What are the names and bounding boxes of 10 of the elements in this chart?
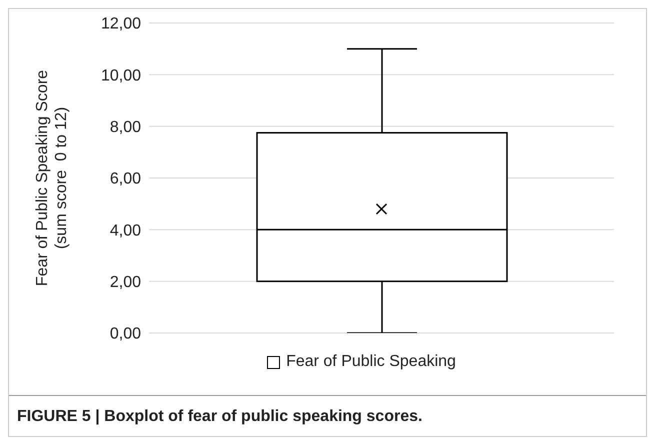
y-tick-label: 8,00	[110, 119, 142, 136]
y-tick-label: 6,00	[110, 170, 142, 188]
y-tick-label: 4,00	[110, 222, 142, 240]
y-axis-title: Fear of Public Speaking Score (sum score 0 to 12)	[34, 70, 70, 286]
y-tick-label: 10,00	[100, 67, 142, 84]
y-tick-label: 0,00	[110, 326, 142, 343]
y-tick-label: 12,00	[100, 16, 142, 33]
caption: FIGURE 5 | Boxplot of fear of public speaking scores.	[17, 408, 424, 426]
legend-label: Fear of Public Speaking	[286, 353, 456, 371]
y-tick-label: 2,00	[110, 274, 142, 292]
